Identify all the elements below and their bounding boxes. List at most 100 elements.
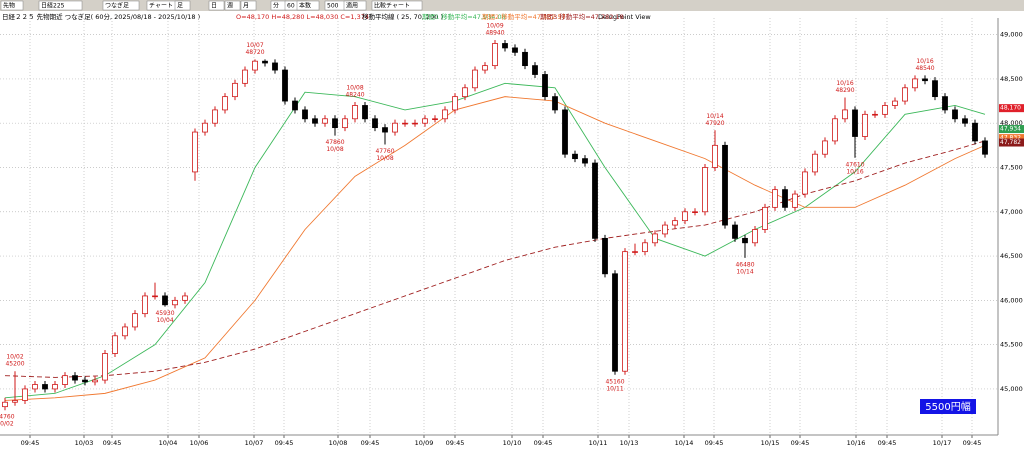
candle-body [692, 211, 698, 213]
price-tag [999, 134, 1024, 143]
legend-entry: 期間1 移動平均=47,934.08 [422, 12, 506, 21]
annotation-price: 45200 [5, 361, 24, 368]
candle-body [382, 127, 388, 133]
x-tick-label: 09:45 [705, 439, 724, 447]
candle-body [612, 273, 618, 372]
x-tick-label: 09:45 [275, 439, 294, 447]
toolbar-control[interactable] [224, 0, 241, 11]
annotation-date: 10/11 [606, 385, 623, 392]
candle-body [342, 118, 348, 129]
toolbar-control[interactable] [102, 0, 140, 11]
toolbar-control[interactable] [296, 0, 320, 11]
legend-entry: 期間2 移動平均=47,832.57 [482, 12, 566, 21]
candle-body [182, 295, 188, 301]
candle-body [732, 224, 738, 239]
annotation-price: 45930 [155, 310, 174, 317]
info-text: 日経２２５ 先物期近 つなぎ足( 60分, 2025/08/18 - 2025/… [2, 12, 200, 21]
candle-body [252, 60, 258, 71]
price-tag-label: 47,934 [1000, 126, 1021, 133]
toolbar-label: 日 [211, 3, 217, 10]
toolbar-control[interactable] [174, 0, 191, 11]
x-tick-label: 10/15 [761, 439, 780, 447]
x-tick-label: 10/13 [620, 439, 639, 447]
x-tick-label: 10/08 [329, 439, 348, 447]
toolbar-label: 先物 [3, 2, 15, 10]
candle-body [482, 65, 488, 71]
price-tag [999, 104, 1024, 113]
candle-body [812, 153, 818, 173]
annotation-date: 10/02 [0, 421, 14, 428]
annotation-price: 47760 [375, 148, 394, 155]
candle-body [772, 189, 778, 208]
price-tag-label: 47,832 [1000, 135, 1021, 142]
candle-body [742, 237, 748, 244]
candle-body [952, 109, 958, 120]
annotation-price: 48540 [915, 65, 934, 72]
candle-body [722, 144, 728, 226]
candle-body [162, 295, 168, 306]
candle-body [822, 140, 828, 155]
candle-body [412, 122, 418, 125]
annotation-date: 10/04 [156, 317, 173, 324]
x-tick-label: 10/04 [159, 439, 178, 447]
price-tag [999, 138, 1024, 147]
candle-body [92, 379, 98, 383]
annotation-date: 10/08 [376, 155, 393, 162]
y-tick-label: 47,000 [1000, 208, 1023, 216]
candle-body [942, 96, 948, 111]
x-tick-label: 10/14 [675, 439, 694, 447]
candle-body [62, 375, 68, 385]
candle-body [262, 60, 268, 64]
candle-body [542, 74, 548, 98]
candle-body [902, 87, 908, 102]
candle-body [762, 206, 768, 230]
candle-body [462, 87, 468, 98]
candle-body [442, 109, 448, 120]
candle-body [652, 233, 658, 244]
annotation-date: 10/14 [706, 113, 723, 120]
candle-body [892, 100, 898, 106]
x-tick-label: 09:45 [878, 439, 897, 447]
candle-body [532, 65, 538, 75]
toolbar-control[interactable] [0, 0, 24, 11]
annotation-price: 46480 [735, 261, 754, 268]
price-tag-label: 47,782 [1000, 139, 1021, 146]
candle-body [192, 131, 198, 173]
toolbar-control[interactable] [208, 0, 225, 11]
candle-body [972, 122, 978, 142]
moving-average [4, 140, 986, 378]
candle-body [122, 326, 128, 337]
toolbar-label: 分 [273, 2, 279, 10]
candle-body [642, 242, 648, 253]
annotation-price: 44760 [0, 414, 15, 421]
x-tick-label: 10/09 [415, 439, 434, 447]
candle-body [912, 78, 918, 89]
moving-average [4, 96, 986, 401]
candle-body [2, 401, 8, 408]
candle-body [222, 96, 228, 111]
annotation-date: 10/16 [846, 168, 863, 175]
candle-body [32, 384, 38, 390]
candle-body [232, 82, 238, 98]
toolbar-control[interactable] [371, 0, 423, 11]
toolbar-label: 500 [327, 3, 339, 10]
toolbar-control[interactable] [240, 0, 257, 11]
candle-body [712, 144, 718, 168]
x-tick-label: 10/11 [589, 439, 608, 447]
candle-body [152, 295, 158, 298]
annotation-date: 10/16 [916, 58, 933, 65]
info-text: O=48,170 H=48,280 L=48,030 C=1,374 [236, 13, 369, 21]
candle-body [872, 113, 878, 116]
x-tick-label: 10/06 [190, 439, 209, 447]
annotation-price: 45160 [605, 378, 624, 385]
price-tag-label: 48,170 [1000, 105, 1021, 112]
toolbar-control[interactable] [38, 0, 83, 11]
candle-body [82, 379, 88, 383]
x-tick-label: 09:45 [21, 439, 40, 447]
candle-body [662, 224, 668, 235]
toolbar-control[interactable] [343, 0, 367, 11]
candle-body [592, 162, 598, 239]
candle-body [472, 69, 478, 89]
toolbar-label: チャート [149, 3, 173, 10]
